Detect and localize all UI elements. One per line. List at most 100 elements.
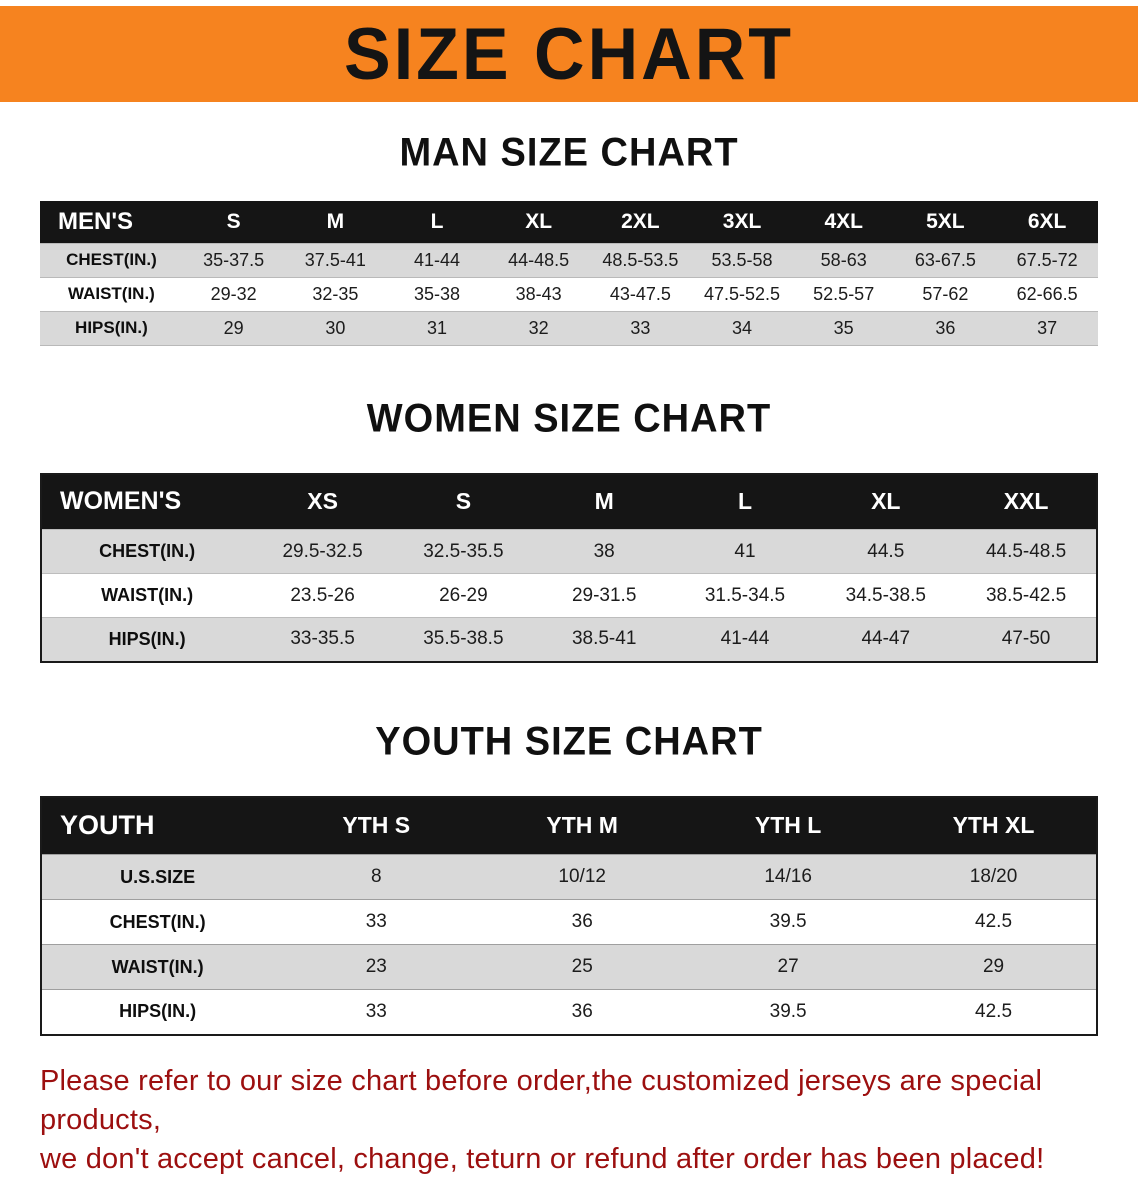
size-value-cell: 29 — [982, 956, 1005, 977]
size-value-cell: 36 — [571, 1000, 593, 1022]
size-value-cell: 31.5-34.5 — [704, 584, 786, 606]
women-size-table: WOMEN'S XS S M L XL XXL CHEST(IN.) 29.5-32.5 32.5… — [40, 472, 1098, 663]
size-value-cell: 39.5 — [769, 1000, 807, 1022]
table-title-cell: WOMEN'S — [41, 473, 253, 530]
size-value-cell: 63-67.5 — [914, 249, 976, 270]
size-value-cell: 29-32 — [210, 283, 257, 304]
footer-disclaimer: Please refer to our size chart before or… — [0, 1036, 1138, 1179]
size-column-header: M — [533, 473, 675, 530]
size-value-cell: 38.5-42.5 — [985, 584, 1067, 606]
size-value-cell: 14/16 — [764, 866, 812, 887]
footer-disclaimer-line1: Please refer to our size chart before or… — [40, 1064, 1043, 1136]
size-column-header: XXL — [956, 473, 1097, 530]
table-row: CHEST(IN.) 33 36 39.5 42.5 — [41, 899, 1097, 945]
size-value-cell: 25 — [571, 956, 593, 977]
size-value-cell: 39.5 — [769, 911, 807, 932]
table-row: U.S.SIZE 8 10/12 14/16 18/20 — [41, 854, 1097, 900]
size-value-cell: 29-31.5 — [571, 584, 637, 606]
size-value-cell: 44-47 — [861, 628, 911, 650]
size-value-cell: 58-63 — [820, 249, 867, 270]
table-row: WAIST(IN.) 23 25 27 29 — [41, 944, 1097, 990]
row-label: HIPS(IN.) — [119, 1001, 197, 1022]
size-value-cell: 26-29 — [439, 584, 488, 606]
size-value-cell: 32 — [528, 317, 549, 338]
size-column-header: S — [182, 201, 285, 243]
size-value-cell: 41 — [734, 540, 756, 562]
size-value-cell: 23 — [365, 956, 387, 977]
size-column-header: 5XL — [894, 201, 997, 243]
size-value-cell: 37.5-41 — [304, 249, 366, 270]
youth-section-heading: YOUTH SIZE CHART — [375, 719, 763, 764]
size-value-cell: 48.5-53.5 — [602, 249, 679, 270]
size-value-cell: 31 — [426, 317, 448, 338]
men-size-table: MEN'S S M L XL 2XL 3XL 4XL 5XL 6XL CHEST(IN.) 35-37… — [40, 201, 1098, 346]
banner: SIZE CHART — [0, 6, 1138, 102]
table-header-row: YOUTH YTH S YTH M YTH L YTH XL — [41, 796, 1097, 855]
row-label: WAIST(IN.) — [67, 284, 155, 303]
table-row: CHEST(IN.) 35-37.5 37.5-41 41-44 44-48.5 48.5… — [40, 243, 1098, 277]
row-label: WAIST(IN.) — [111, 956, 204, 977]
size-column-header: 6XL — [996, 201, 1098, 243]
size-value-cell: 42.5 — [975, 911, 1013, 932]
size-value-cell: 29 — [223, 317, 244, 338]
size-value-cell: 38 — [593, 540, 615, 562]
size-value-cell: 47.5-52.5 — [703, 283, 781, 304]
size-value-cell: 35.5-38.5 — [423, 628, 504, 650]
size-column-header: XL — [815, 473, 957, 530]
table-header-row: WOMEN'S XS S M L XL XXL — [41, 473, 1097, 530]
size-value-cell: 33 — [630, 317, 651, 338]
size-column-header: YTH S — [273, 796, 480, 855]
row-label: CHEST(IN.) — [66, 250, 157, 269]
size-column-header: L — [674, 473, 816, 530]
table-row: HIPS(IN.) 29 30 31 32 33 34 35 36 37 — [40, 311, 1098, 345]
size-column-header: 4XL — [792, 201, 895, 243]
size-column-header: S — [392, 473, 534, 530]
size-column-header: YTH L — [685, 796, 892, 855]
size-value-cell: 67.5-72 — [1016, 249, 1078, 270]
table-title-cell: YOUTH — [41, 796, 274, 855]
size-column-header: M — [284, 201, 387, 243]
row-label: HIPS(IN.) — [108, 628, 186, 649]
youth-size-table: YOUTH YTH S YTH M YTH L YTH XL U.S.SIZE 8 10/12… — [40, 795, 1098, 1036]
women-section-heading: WOMEN SIZE CHART — [366, 396, 772, 441]
youth-size-chart-section: YOUTH SIZE CHART YOUTH YTH S YTH M YTH L YTH… — [0, 719, 1138, 1036]
size-value-cell: 32-35 — [312, 283, 359, 304]
size-value-cell: 33-35.5 — [290, 628, 355, 650]
table-header-row: MEN'S S M L XL 2XL 3XL 4XL 5XL 6XL — [40, 201, 1098, 243]
size-value-cell: 41-44 — [720, 628, 770, 650]
size-value-cell: 35 — [833, 317, 854, 338]
size-value-cell: 30 — [325, 317, 346, 338]
size-value-cell: 27 — [777, 956, 799, 977]
size-column-header: XL — [487, 201, 590, 243]
size-value-cell: 10/12 — [558, 866, 606, 887]
size-value-cell: 37 — [1037, 317, 1058, 338]
size-value-cell: 29.5-32.5 — [282, 540, 363, 562]
size-value-cell: 42.5 — [975, 1000, 1013, 1022]
size-value-cell: 38.5-41 — [571, 628, 637, 650]
size-value-cell: 36 — [571, 911, 593, 932]
size-value-cell: 44-48.5 — [508, 249, 570, 270]
size-value-cell: 41-44 — [413, 249, 461, 270]
size-value-cell: 38-43 — [515, 283, 562, 304]
size-value-cell: 35-38 — [413, 283, 461, 304]
size-column-header: 3XL — [691, 201, 793, 243]
size-value-cell: 57-62 — [922, 283, 969, 304]
men-size-chart-section: MAN SIZE CHART MEN'S S M L XL 2XL 3XL 4XL 5XL 6XL… — [0, 131, 1138, 346]
size-value-cell: 44.5 — [867, 540, 905, 562]
size-chart-page: SIZE CHART MAN SIZE CHART MEN'S S M L XL 2XL 3… — [0, 6, 1138, 1175]
table-row: WAIST(IN.) 29-32 32-35 35-38 38-43 43-47.5 47.… — [40, 277, 1098, 311]
size-column-header: 2XL — [589, 201, 692, 243]
banner-title: SIZE CHART — [344, 13, 794, 95]
size-column-header: L — [386, 201, 488, 243]
size-value-cell: 18/20 — [969, 866, 1018, 887]
size-value-cell: 44.5-48.5 — [985, 540, 1067, 562]
size-value-cell: 43-47.5 — [609, 283, 671, 304]
size-value-cell: 23.5-26 — [290, 584, 355, 606]
size-column-header: XS — [252, 473, 393, 530]
size-value-cell: 35-37.5 — [203, 249, 265, 270]
size-value-cell: 53.5-58 — [711, 249, 773, 270]
row-label: CHEST(IN.) — [99, 541, 196, 561]
size-column-header: YTH M — [479, 796, 686, 855]
size-value-cell: 52.5-57 — [813, 283, 875, 304]
row-label: U.S.SIZE — [120, 866, 196, 887]
